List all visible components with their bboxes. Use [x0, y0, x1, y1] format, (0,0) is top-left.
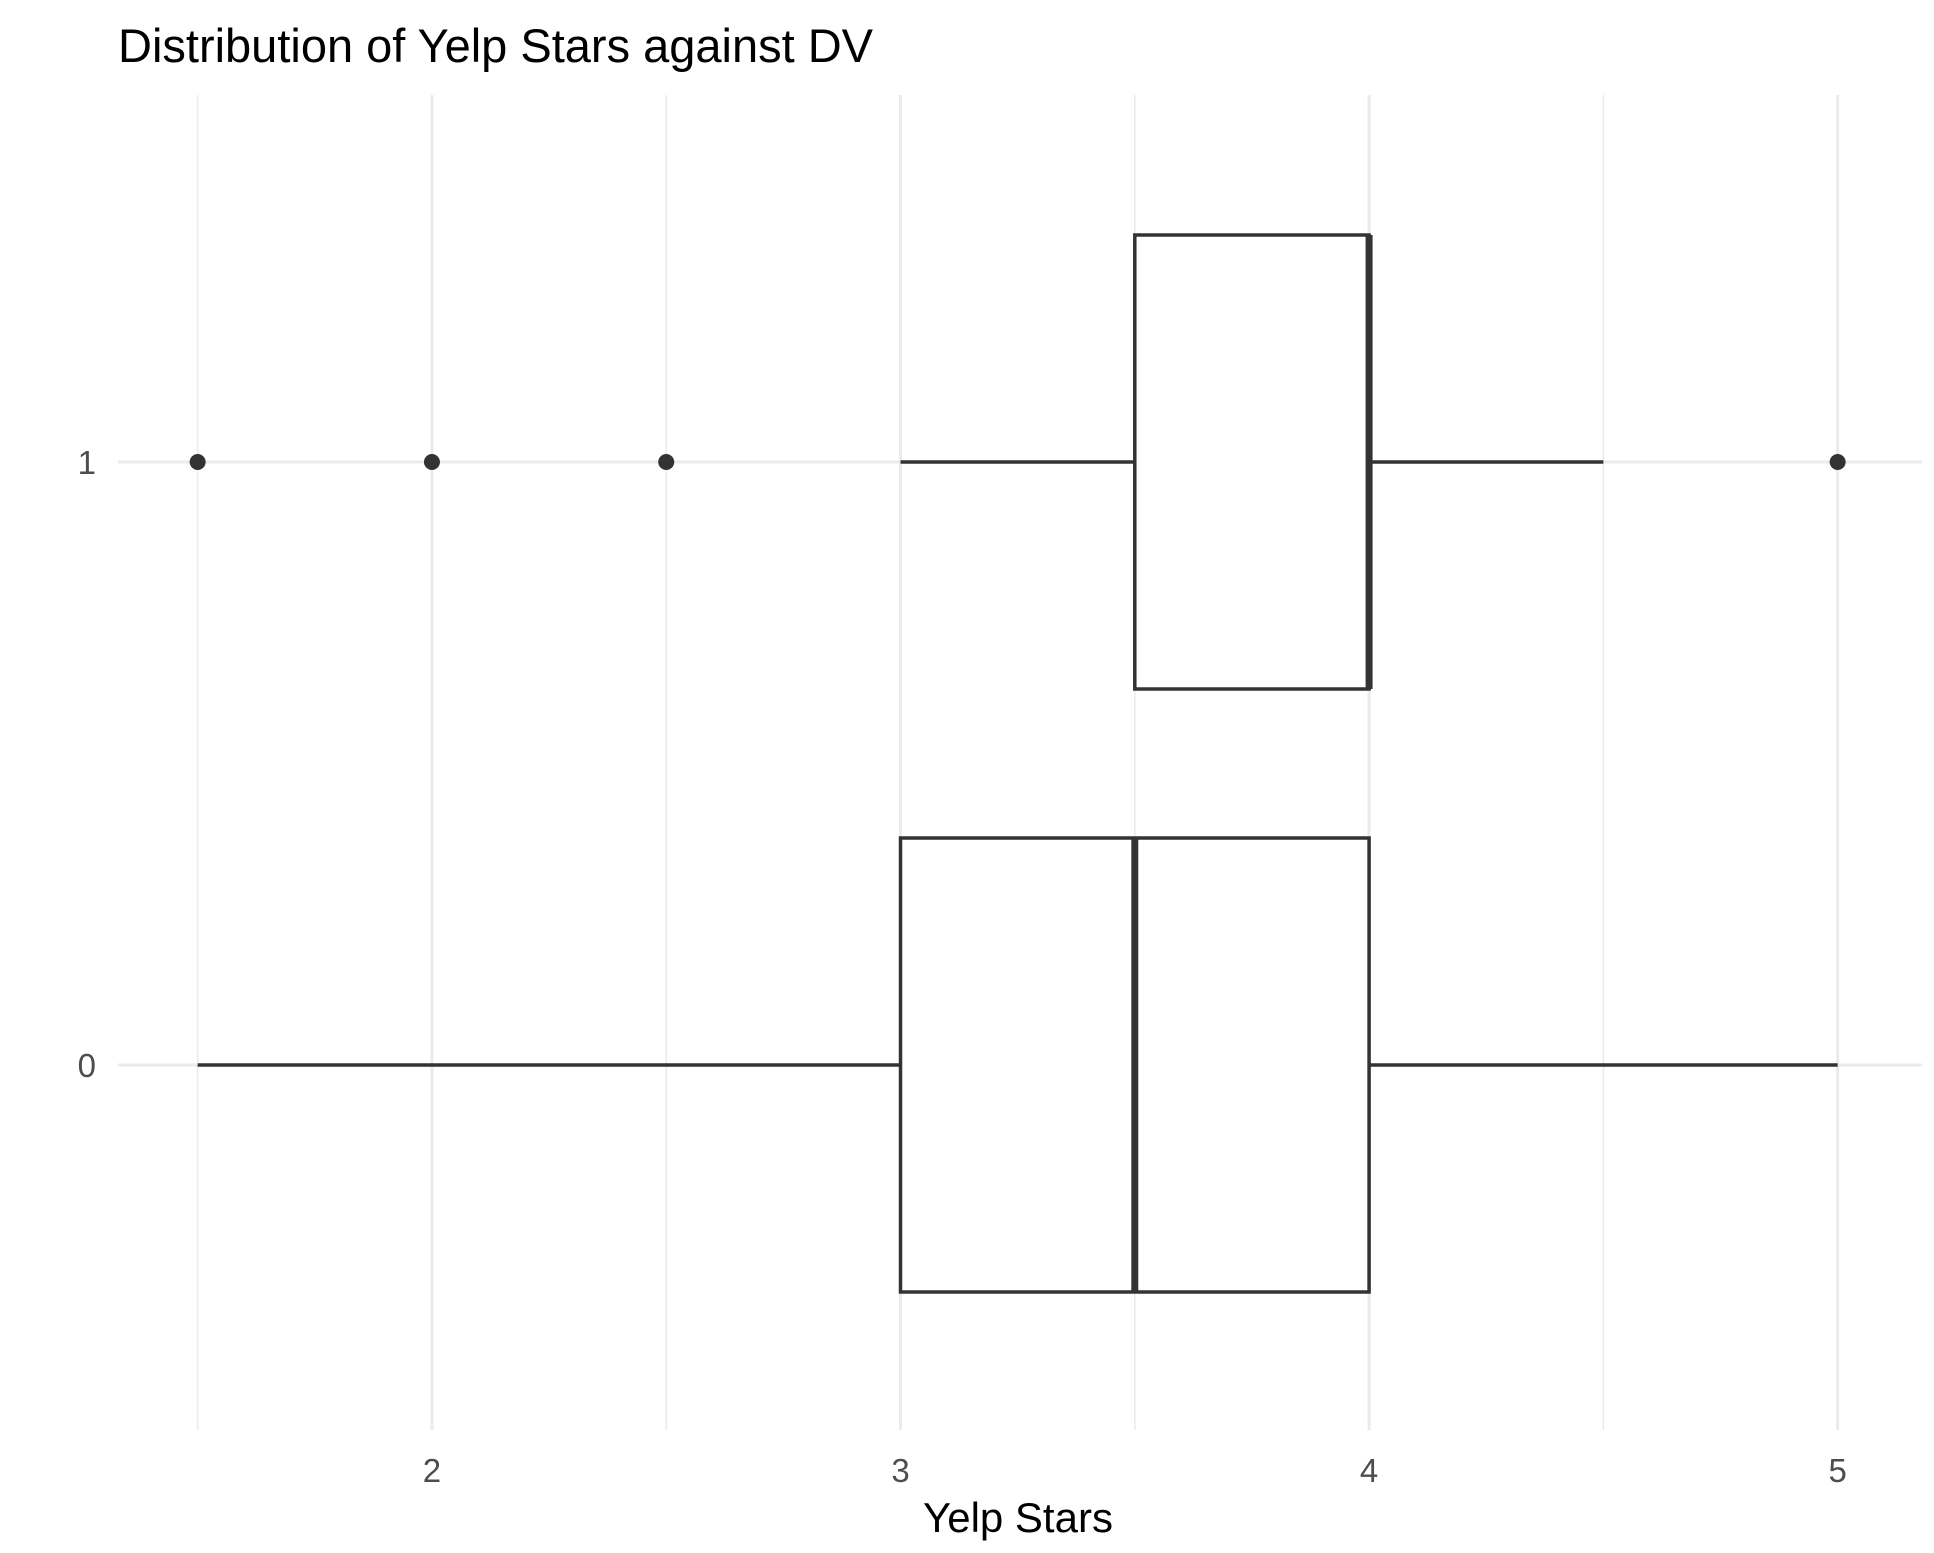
x-axis-title: Yelp Stars [923, 1494, 1113, 1541]
box-0 [197, 836, 1838, 1294]
iqr-box [1133, 233, 1371, 691]
x-tick-label: 4 [1360, 1452, 1378, 1489]
tick-labels: 2 3 4 5 0 1 [78, 444, 1847, 1489]
x-tick-label: 2 [423, 1452, 441, 1489]
outlier-point [423, 454, 440, 470]
y-tick-label: 1 [78, 444, 96, 481]
box-layer [189, 233, 1846, 1294]
outlier-point [1829, 454, 1846, 470]
box-1 [189, 233, 1846, 691]
y-tick-label: 0 [78, 1047, 96, 1084]
x-tick-label: 5 [1828, 1452, 1846, 1489]
chart-title: Distribution of Yelp Stars against DV [118, 19, 874, 72]
outlier-point [658, 454, 675, 470]
x-tick-label: 3 [891, 1452, 909, 1489]
outlier-point [189, 454, 206, 470]
